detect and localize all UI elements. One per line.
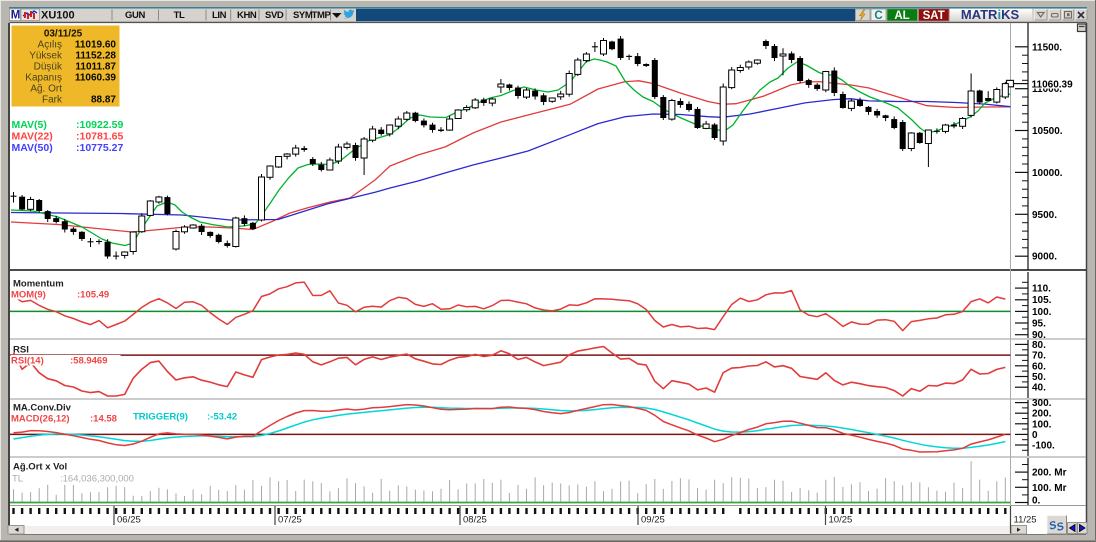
svg-text:200.: 200. [1032,409,1052,420]
svg-text:11500.: 11500. [1032,42,1062,53]
svg-text:MOM(9): MOM(9) [11,290,46,301]
svg-text:Ağ. Ort: Ağ. Ort [30,84,62,95]
svg-text::58.9469: :58.9469 [70,356,108,367]
svg-text:11019.60: 11019.60 [75,40,117,51]
svg-text:300.: 300. [1032,398,1052,409]
svg-text:MACD(26,12): MACD(26,12) [11,414,70,425]
svg-text:LIN: LIN [212,10,227,21]
svg-text::10922.59: :10922.59 [76,119,123,131]
svg-text:80.: 80. [1032,340,1046,351]
svg-text:11152.28: 11152.28 [75,51,116,62]
svg-text:07/25: 07/25 [278,515,302,526]
svg-text:40.: 40. [1032,383,1046,394]
svg-text:03/11/25: 03/11/25 [44,29,83,40]
svg-text:XU100: XU100 [41,9,75,21]
svg-text:MAV(50): MAV(50) [12,142,53,154]
svg-text:110.: 110. [1032,284,1051,295]
svg-text:Düşük: Düşük [34,62,63,73]
svg-text:TRIGGER(9): TRIGGER(9) [133,412,188,423]
svg-text:TL: TL [174,10,185,21]
svg-text:MAV(22): MAV(22) [12,131,53,143]
svg-text:AL: AL [894,10,909,22]
svg-text:11060.39: 11060.39 [75,73,117,84]
svg-text:11/25: 11/25 [1014,515,1037,526]
svg-text:11011.87: 11011.87 [75,62,116,73]
svg-text::10775.27: :10775.27 [76,142,123,154]
svg-text:100. Mr: 100. Mr [1032,483,1067,494]
svg-text:70.: 70. [1032,351,1046,362]
svg-text:C: C [874,10,882,22]
svg-text:M: M [11,10,21,22]
svg-text::-53.42: :-53.42 [207,412,237,423]
svg-text:95.: 95. [1032,319,1046,330]
svg-text:S: S [1055,520,1066,534]
svg-text:10500.: 10500. [1032,126,1063,137]
svg-text:200. Mr: 200. Mr [1032,468,1067,479]
svg-text:Kapanış: Kapanış [25,73,62,84]
svg-text::14.58: :14.58 [90,414,117,425]
svg-text::164,036,300,000: :164,036,300,000 [60,474,134,485]
svg-text:08/25: 08/25 [463,515,487,526]
svg-text:RSI: RSI [13,345,29,356]
svg-text:SYM: SYM [293,10,313,21]
svg-text:10/25: 10/25 [829,515,853,526]
svg-text:50.: 50. [1032,372,1046,383]
svg-text:-100.: -100. [1032,441,1055,452]
svg-text:11060.39: 11060.39 [1032,79,1074,90]
svg-text:0.: 0. [1032,496,1041,507]
svg-text:06/25: 06/25 [117,515,141,526]
svg-text:10000.: 10000. [1032,168,1063,179]
svg-text:SVD: SVD [265,10,284,21]
svg-text:9000.: 9000. [1032,252,1057,263]
svg-text:RSI(14): RSI(14) [11,356,44,367]
svg-text:MAV(5): MAV(5) [12,119,47,131]
svg-text:MATRiKS: MATRiKS [961,7,1020,22]
svg-text:SAT: SAT [923,10,945,22]
svg-text:S: S [1048,519,1059,533]
svg-text:90.: 90. [1032,330,1046,341]
svg-text:GUN: GUN [125,10,145,21]
svg-text::10781.65: :10781.65 [76,131,123,143]
svg-text:11000.: 11000. [1032,84,1062,95]
svg-text:09/25: 09/25 [641,515,665,526]
svg-text:9500.: 9500. [1032,210,1057,221]
svg-text:KHN: KHN [237,10,257,21]
svg-text:TMP: TMP [312,10,332,21]
svg-text:100.: 100. [1032,307,1052,318]
svg-text:MA.Conv.Div: MA.Conv.Div [13,403,72,414]
svg-text:100.: 100. [1032,419,1052,430]
svg-text::105.49: :105.49 [77,290,109,301]
svg-text:88.87: 88.87 [91,95,116,106]
svg-text:Fark: Fark [42,95,63,106]
svg-text:0: 0 [1032,430,1038,441]
svg-text:TL: TL [12,474,23,485]
svg-text:60.: 60. [1032,361,1046,372]
svg-text:Yüksek: Yüksek [29,51,63,62]
svg-text:Ağ.Ort x Vol: Ağ.Ort x Vol [13,462,67,473]
svg-text:105.: 105. [1032,295,1052,306]
svg-text:Açılış: Açılış [38,40,62,51]
svg-text:Momentum: Momentum [13,279,64,290]
